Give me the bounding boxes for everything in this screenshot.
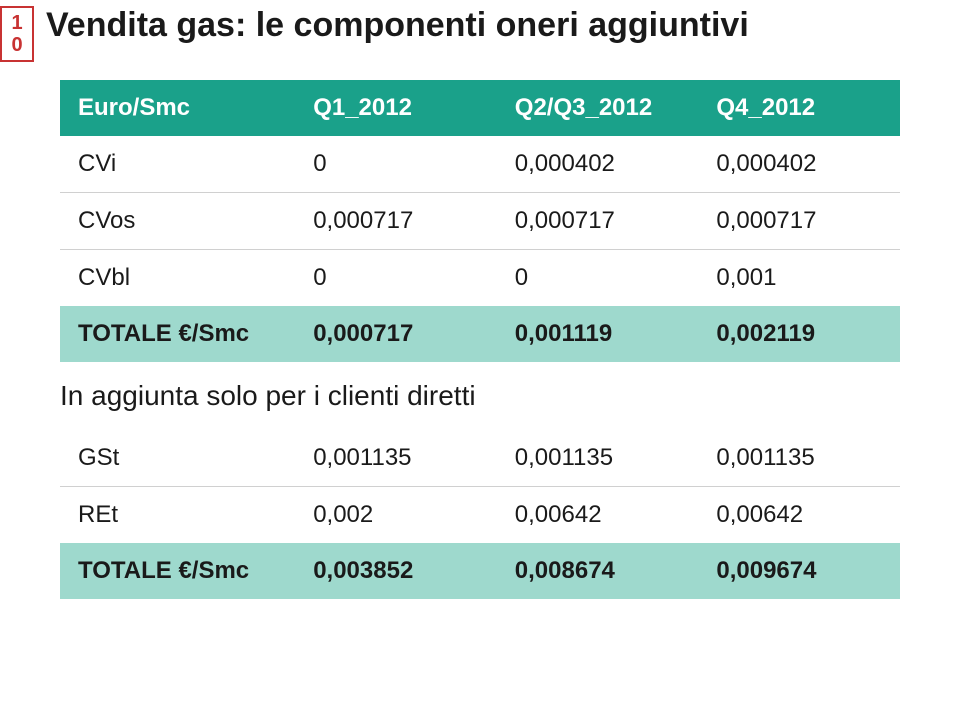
table-cell: 0,000402 xyxy=(497,136,699,193)
table-cell: 0 xyxy=(497,250,699,307)
table-header-cell: Q2/Q3_2012 xyxy=(497,80,699,136)
table-cell: 0,001135 xyxy=(698,430,900,487)
table-cell: CVos xyxy=(60,193,295,250)
table-row: CVi 0 0,000402 0,000402 xyxy=(60,136,900,193)
table-cell: 0 xyxy=(295,250,497,307)
table-secondary: GSt 0,001135 0,001135 0,001135 REt 0,002… xyxy=(60,430,900,599)
page-number-top: 1 xyxy=(11,12,22,34)
table-row: CVbl 0 0 0,001 xyxy=(60,250,900,307)
table-total-row: TOTALE €/Smc 0,000717 0,001119 0,002119 xyxy=(60,306,900,362)
page-number-bottom: 0 xyxy=(11,34,22,56)
table-row: CVos 0,000717 0,000717 0,000717 xyxy=(60,193,900,250)
table-total-cell: 0,008674 xyxy=(497,543,699,599)
table-header-cell: Q4_2012 xyxy=(698,80,900,136)
table-cell: CVbl xyxy=(60,250,295,307)
table-total-cell: 0,000717 xyxy=(295,306,497,362)
page-number-box: 1 0 xyxy=(0,6,34,62)
table-cell: 0,00642 xyxy=(698,487,900,544)
page-title: Vendita gas: le componenti oneri aggiunt… xyxy=(46,6,749,45)
table-cell: 0,001135 xyxy=(497,430,699,487)
table-cell: GSt xyxy=(60,430,295,487)
table-total-cell: TOTALE €/Smc xyxy=(60,543,295,599)
table-cell: 0,000402 xyxy=(698,136,900,193)
table-cell: 0,000717 xyxy=(497,193,699,250)
table-total-cell: 0,003852 xyxy=(295,543,497,599)
table-cell: 0,000717 xyxy=(295,193,497,250)
table-header-row: Euro/Smc Q1_2012 Q2/Q3_2012 Q4_2012 xyxy=(60,80,900,136)
table-row: GSt 0,001135 0,001135 0,001135 xyxy=(60,430,900,487)
table-total-cell: 0,001119 xyxy=(497,306,699,362)
table-cell: 0,000717 xyxy=(698,193,900,250)
table-cell: 0,001 xyxy=(698,250,900,307)
table-total-cell: TOTALE €/Smc xyxy=(60,306,295,362)
table-total-row: TOTALE €/Smc 0,003852 0,008674 0,009674 xyxy=(60,543,900,599)
table-total-cell: 0,009674 xyxy=(698,543,900,599)
table-main: Euro/Smc Q1_2012 Q2/Q3_2012 Q4_2012 CVi … xyxy=(60,80,900,362)
table-cell: CVi xyxy=(60,136,295,193)
table-total-cell: 0,002119 xyxy=(698,306,900,362)
table-cell: REt xyxy=(60,487,295,544)
table-cell: 0 xyxy=(295,136,497,193)
table-cell: 0,00642 xyxy=(497,487,699,544)
subtitle: In aggiunta solo per i clienti diretti xyxy=(60,380,476,412)
table-row: REt 0,002 0,00642 0,00642 xyxy=(60,487,900,544)
table-header-cell: Euro/Smc xyxy=(60,80,295,136)
table-cell: 0,001135 xyxy=(295,430,497,487)
table-header-cell: Q1_2012 xyxy=(295,80,497,136)
table-cell: 0,002 xyxy=(295,487,497,544)
